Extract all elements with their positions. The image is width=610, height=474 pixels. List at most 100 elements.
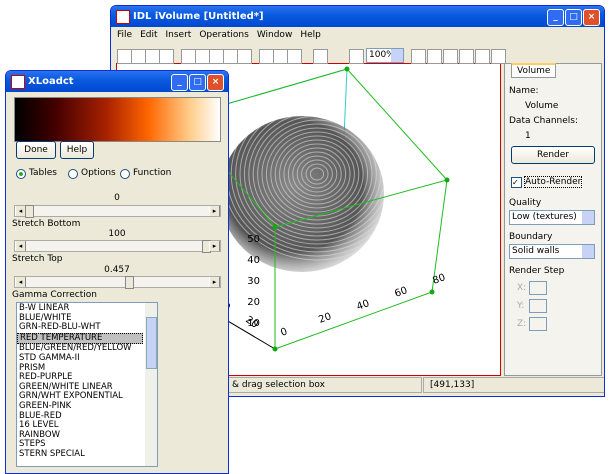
list-item[interactable]: STERN SPECIAL [19, 448, 85, 459]
tab[interactable]: Volume [511, 63, 557, 78]
menu-item[interactable]: Operations [199, 30, 249, 40]
head-contours [221, 116, 384, 261]
tool-button[interactable] [287, 49, 302, 64]
list-item[interactable]: PRISM [19, 362, 46, 373]
contour [252, 116, 382, 233]
z-axis-label: 10 [247, 318, 260, 329]
z-axis-label: 40 [247, 255, 260, 266]
close[interactable]: × [583, 9, 600, 26]
help-button[interactable]: Help [60, 141, 94, 159]
minimize[interactable]: _ [171, 74, 188, 91]
radio[interactable] [16, 169, 26, 179]
list-item[interactable]: GREEN/WHITE LINEAR [19, 381, 113, 392]
menu-item[interactable]: Help [300, 30, 321, 40]
z-axis-label: 50 [247, 234, 260, 245]
list-item[interactable]: RED-PURPLE [19, 372, 73, 383]
menu-bar: File Edit Insert Operations Window Help [117, 30, 329, 40]
tool-button[interactable] [313, 49, 328, 64]
list-item[interactable]: BLUE/WHITE [19, 312, 72, 323]
list-item[interactable]: BLUE/GREEN/RED/YELLOW [19, 343, 132, 354]
radio[interactable] [68, 169, 78, 179]
tool-button[interactable] [223, 49, 238, 64]
x-axis-label: 20 [317, 311, 333, 326]
tool-button[interactable] [491, 49, 506, 64]
contour [283, 143, 351, 205]
menu-item[interactable]: Insert [165, 30, 192, 40]
auto-render-checkbox[interactable]: ✓ [511, 177, 522, 188]
list-item[interactable]: GREEN-PINK [19, 400, 72, 411]
tool-button[interactable] [427, 49, 442, 64]
menu-item[interactable]: Window [256, 30, 293, 40]
zoom-select[interactable]: 100% [366, 48, 404, 63]
checkbox-label: Auto-Render [524, 176, 583, 188]
radio[interactable] [120, 169, 130, 179]
tool-button[interactable] [237, 49, 252, 64]
tool-button[interactable] [349, 49, 364, 64]
tool-button[interactable] [411, 49, 426, 64]
render-button[interactable]: Render [511, 146, 595, 164]
label: Boundary [509, 232, 553, 242]
contour [274, 135, 360, 213]
contour [248, 116, 384, 237]
label: X: [517, 283, 527, 293]
tool-button[interactable] [475, 49, 490, 64]
maximize[interactable]: □ [565, 9, 582, 26]
contour [230, 116, 384, 253]
tool-button[interactable] [443, 49, 458, 64]
tool-button[interactable] [131, 49, 146, 64]
tool-button[interactable] [459, 49, 474, 64]
stretch-top-slider[interactable]: ◂ ▸ [14, 240, 221, 253]
list-item[interactable]: GRN-RED-BLU-WHT [19, 322, 101, 333]
contour [261, 123, 373, 225]
menu-item[interactable]: Edit [140, 30, 158, 40]
list-item[interactable]: RAINBOW [19, 429, 61, 440]
label: Render Step [509, 266, 565, 276]
tool-button[interactable] [159, 49, 174, 64]
tool-button[interactable] [117, 49, 132, 64]
stretch-bottom-slider[interactable]: ◂ ▸ [14, 205, 221, 218]
list-items: B-W LINEAR BLUE/WHITE GRN-RED-BLU-WHT RED T… [17, 303, 143, 460]
contour [287, 147, 347, 201]
tool-button[interactable] [181, 49, 196, 64]
done-button[interactable]: Done [16, 141, 56, 159]
list-item[interactable]: BLUE-RED [19, 410, 62, 421]
z-field [529, 317, 547, 331]
tool-button[interactable] [259, 49, 274, 64]
list-item[interactable]: STEPS [19, 439, 46, 450]
boundary-select[interactable]: Solid walls [509, 244, 595, 259]
scrollbar[interactable] [145, 303, 157, 466]
slider-value: 100 [108, 229, 126, 239]
x-axis-label: 0 [279, 326, 289, 339]
list-item[interactable]: RED TEMPERATURE [17, 332, 143, 345]
tool-button[interactable] [273, 49, 288, 64]
slider-value: 0 [114, 193, 120, 203]
menu-item[interactable]: File [117, 30, 133, 40]
tool-button[interactable] [145, 49, 160, 64]
close[interactable]: × [207, 74, 224, 91]
table-list: B-W LINEAR BLUE/WHITE GRN-RED-BLU-WHT RED T… [16, 302, 158, 467]
title-bar: XLoadct _ □ × [6, 71, 228, 92]
tool-button[interactable] [195, 49, 210, 64]
list-item[interactable]: STD GAMMA-II [19, 352, 80, 363]
color-bar [14, 97, 221, 142]
quality-select[interactable]: Low (textures) [509, 210, 595, 225]
property-panel: Volume Name: Volume Data Channels: 1 Ren… [504, 63, 602, 376]
contour [305, 163, 329, 185]
radio-label: Tables [29, 168, 57, 178]
gamma-slider[interactable]: ◂ ▸ [14, 276, 221, 289]
slider-value: 0.457 [104, 265, 130, 275]
list-item[interactable]: 16 LEVEL [19, 420, 59, 431]
tool-button[interactable] [209, 49, 224, 64]
x-axis-label: 80 [431, 272, 447, 287]
y-field [529, 299, 547, 313]
contour [243, 116, 384, 241]
x-field [529, 281, 547, 295]
status-text: & drag selection box [232, 380, 325, 390]
minimize[interactable]: _ [547, 9, 564, 26]
maximize[interactable]: □ [189, 74, 206, 91]
list-item[interactable]: B-W LINEAR [19, 303, 70, 313]
contour [301, 159, 333, 189]
radio-label: Options [81, 168, 116, 178]
list-item[interactable]: GRN/WHT EXPONENTIAL [19, 391, 123, 402]
